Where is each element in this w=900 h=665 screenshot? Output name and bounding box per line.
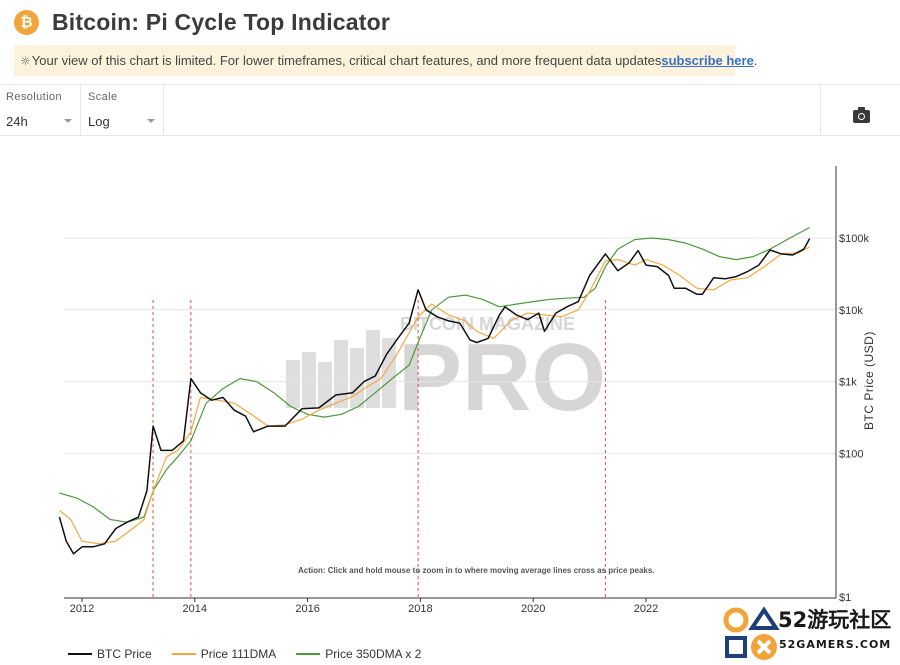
legend-item-111dma[interactable]: Price 111DMA	[171, 647, 277, 661]
resolution-value[interactable]: 24h	[6, 114, 28, 129]
x-tick-label: 2016	[295, 603, 319, 615]
legend-swatch	[296, 653, 321, 655]
scale-select[interactable]: Scale Log	[82, 85, 164, 136]
watermark-bar	[350, 348, 364, 408]
chart-controls: Resolution 24h Scale Log	[0, 84, 900, 136]
legend-item-350dma-x2[interactable]: Price 350DMA x 2	[296, 647, 421, 661]
limited-view-notice: ☼ Your view of this chart is limited. Fo…	[14, 45, 757, 76]
price-111dma-line[interactable]	[59, 246, 810, 545]
x-tick-label: 2022	[634, 603, 658, 615]
site-watermark-url: 52GAMERS.COM	[779, 638, 892, 651]
camera-icon[interactable]	[853, 107, 870, 123]
legend-swatch	[68, 653, 92, 655]
legend-label: Price 350DMA x 2	[325, 647, 422, 661]
resolution-select[interactable]: Resolution 24h	[0, 85, 81, 136]
bitcoin-logo-icon: ₿	[14, 9, 39, 35]
scale-value[interactable]: Log	[88, 114, 110, 129]
y-tick-label: $1	[839, 592, 851, 604]
watermark-bar	[366, 330, 380, 408]
y-tick-label: $10k	[839, 305, 863, 317]
axes: $1 $100 $1k $10k $100k 2012 2014 2016 2018 2020 20…	[64, 166, 869, 615]
y-tick-label: $100k	[839, 233, 869, 245]
x-tick-label: 2018	[408, 603, 432, 615]
series	[58, 226, 811, 555]
x-tick-label: 2014	[183, 603, 207, 615]
chart-annotation: Action: Click and hold mouse to zoom in …	[298, 566, 655, 575]
site-watermark-text: 52游玩社区	[778, 608, 892, 632]
resolution-label: Resolution	[6, 91, 62, 103]
page-title: Bitcoin: Pi Cycle Top Indicator	[52, 8, 391, 35]
watermark-main-text: PRO	[398, 324, 606, 431]
y-axis-label: BTC Price (USD)	[862, 331, 876, 430]
watermark-bar	[302, 352, 316, 408]
chevron-down-icon[interactable]	[64, 119, 72, 123]
watermark-bar	[334, 340, 348, 408]
page-header: ₿ Bitcoin: Pi Cycle Top Indicator	[14, 7, 390, 37]
btc-price-line[interactable]	[58, 238, 811, 555]
game-shapes-icon	[723, 606, 780, 660]
watermark-bar	[318, 362, 332, 408]
scale-label: Scale	[88, 91, 118, 103]
screenshot-button[interactable]	[820, 85, 900, 136]
crossover-markers	[152, 300, 606, 598]
notice-suffix: .	[753, 53, 758, 68]
sun-icon: ☼	[20, 53, 31, 68]
x-tick-label: 2012	[70, 603, 94, 615]
notice-text: Your view of this chart is limited. For …	[31, 53, 662, 68]
site-watermark: 52游玩社区 52GAMERS.COM	[722, 604, 898, 662]
legend-swatch	[171, 653, 196, 655]
chevron-down-icon[interactable]	[147, 119, 155, 123]
watermark-bar	[286, 360, 300, 408]
subscribe-link[interactable]: subscribe here	[661, 53, 754, 68]
y-tick-label: $1k	[839, 377, 857, 389]
legend-label: BTC Price	[97, 647, 152, 661]
chart-legend: BTC Price Price 111DMA Price 350DMA x 2	[68, 646, 441, 662]
legend-label: Price 111DMA	[200, 647, 277, 661]
x-tick-label: 2020	[521, 603, 545, 615]
price-350dma-x2-line[interactable]	[59, 226, 810, 523]
legend-item-btc-price[interactable]: BTC Price	[68, 647, 152, 661]
y-tick-label: $100	[839, 448, 863, 460]
